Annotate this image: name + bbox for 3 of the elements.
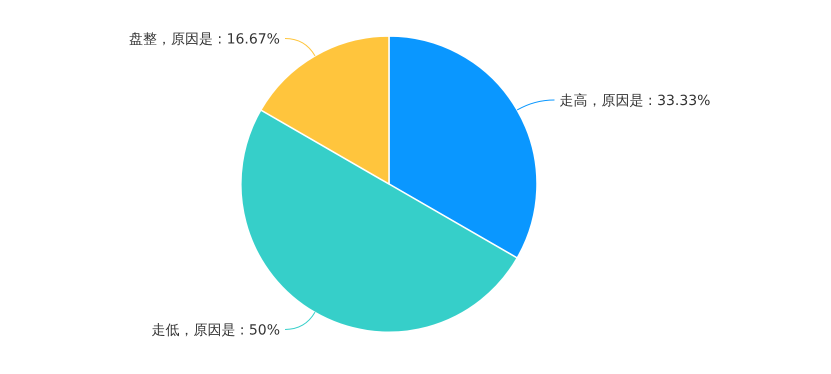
slice-label: 走低，原因是 : 50%: [151, 322, 280, 338]
slice-label: 走高，原因是 : 33.33%: [559, 92, 710, 109]
slice-label: 盘整，原因是 : 16.67%: [128, 31, 280, 48]
